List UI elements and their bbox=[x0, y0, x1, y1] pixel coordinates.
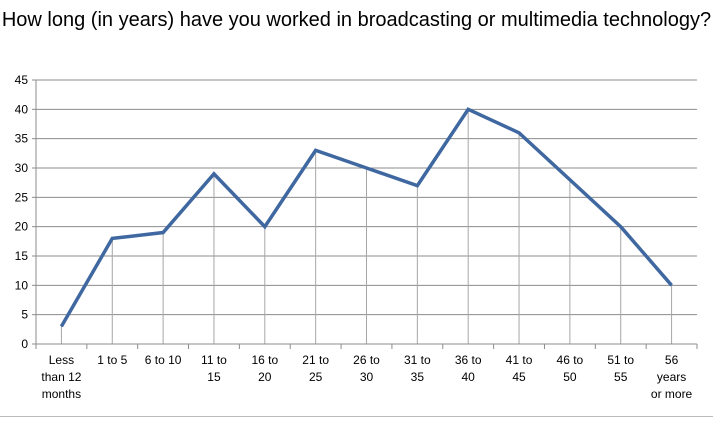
x-tick-label: 1 to 5 bbox=[97, 353, 127, 367]
y-tick-label: 35 bbox=[15, 132, 29, 146]
x-tick-label: 21 to 25 bbox=[302, 353, 329, 384]
x-tick-label: 31 to 35 bbox=[404, 353, 431, 384]
data-point bbox=[315, 149, 317, 151]
data-point bbox=[366, 167, 367, 169]
data-point bbox=[60, 325, 62, 327]
x-tick-label: 46 to 50 bbox=[557, 353, 584, 384]
x-tick-label: 16 to 20 bbox=[251, 353, 278, 384]
y-tick-label: 40 bbox=[15, 102, 29, 116]
bottom-border bbox=[0, 416, 713, 417]
x-tick-label: Less than 12 months bbox=[41, 353, 81, 401]
x-tick-label: 6 to 10 bbox=[145, 353, 182, 367]
data-point bbox=[416, 185, 418, 187]
data-point bbox=[162, 232, 164, 234]
x-tick-label: 36 to 40 bbox=[455, 353, 482, 384]
data-point bbox=[620, 226, 622, 228]
data-point bbox=[518, 132, 520, 134]
y-tick-label: 10 bbox=[15, 278, 29, 292]
x-tick-label: 41 to 45 bbox=[506, 353, 533, 384]
data-point bbox=[671, 284, 673, 286]
x-tick-label: 56 years or more bbox=[651, 353, 693, 401]
chart-title: How long (in years) have you worked in b… bbox=[1, 9, 712, 31]
y-tick-label: 30 bbox=[15, 161, 29, 175]
x-tick-label: 51 to 55 bbox=[607, 353, 634, 384]
data-point bbox=[213, 173, 215, 175]
data-point bbox=[569, 179, 571, 181]
data-point bbox=[467, 108, 469, 110]
y-tick-label: 0 bbox=[21, 337, 28, 351]
y-tick-label: 45 bbox=[15, 73, 29, 87]
y-tick-label: 15 bbox=[15, 249, 29, 263]
y-tick-label: 5 bbox=[21, 308, 28, 322]
y-tick-label: 20 bbox=[15, 220, 29, 234]
data-point bbox=[264, 226, 266, 228]
data-point bbox=[111, 237, 113, 239]
x-tick-label: 26 to 30 bbox=[353, 353, 380, 384]
x-tick-label: 11 to 15 bbox=[201, 353, 227, 384]
y-tick-label: 25 bbox=[15, 190, 29, 204]
